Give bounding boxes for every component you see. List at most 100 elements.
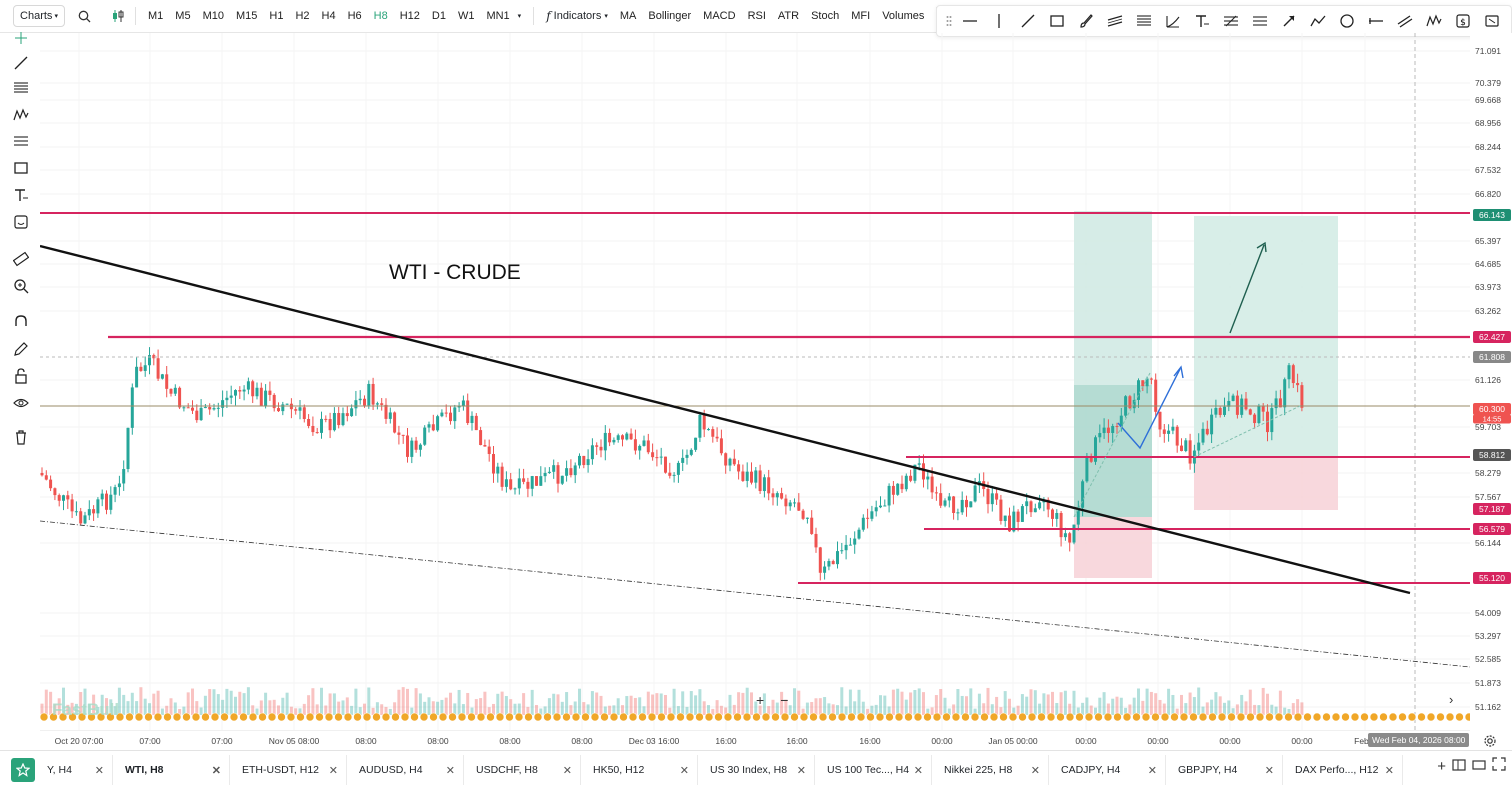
fib-fan-icon[interactable] <box>1158 7 1187 35</box>
measure-icon[interactable] <box>1477 7 1506 35</box>
symbol-tab[interactable]: WTI, H8 ✕ <box>113 755 230 785</box>
layout-split-icon[interactable] <box>1452 758 1466 776</box>
close-icon[interactable]: ✕ <box>445 765 455 777</box>
symbol-tab[interactable]: AUDUSD, H4 ✕ <box>347 755 464 785</box>
pencil-lock-icon[interactable] <box>12 340 30 358</box>
symbol-tab[interactable]: CADJPY, H4 ✕ <box>1049 755 1166 785</box>
indicator-rsi[interactable]: RSI <box>747 10 766 22</box>
rectangle-icon[interactable] <box>12 159 30 177</box>
magnet-icon[interactable] <box>12 313 30 331</box>
candle-type-icon[interactable] <box>107 5 129 27</box>
symbol-tab[interactable]: DAX Perfo..., H12 ✕ <box>1283 755 1403 785</box>
symbol-tab[interactable]: GBPJPY, H4 ✕ <box>1166 755 1283 785</box>
channel-icon[interactable] <box>1100 7 1129 35</box>
timeframe-m15[interactable]: M15 <box>235 10 258 22</box>
pitchfork-icon[interactable] <box>1216 7 1245 35</box>
symbol-tab[interactable]: Y, H4 ✕ <box>35 755 113 785</box>
parallel-lines-icon[interactable] <box>1390 7 1419 35</box>
settings-gear-icon[interactable] <box>1483 734 1497 748</box>
text-tool-icon[interactable] <box>1187 7 1216 35</box>
symbol-tab[interactable]: US 100 Tec..., H4 ✕ <box>815 755 932 785</box>
window-icon[interactable] <box>1472 758 1486 776</box>
timeframe-h6[interactable]: H6 <box>347 10 362 22</box>
close-icon[interactable]: ✕ <box>796 765 806 777</box>
zoom-in-icon[interactable] <box>12 277 30 295</box>
close-icon[interactable]: ✕ <box>328 765 338 777</box>
close-icon[interactable]: ✕ <box>679 765 689 777</box>
ruler-icon[interactable] <box>12 250 30 268</box>
indicator-mfi[interactable]: MFI <box>851 10 871 22</box>
add-tab-icon[interactable]: + <box>1437 758 1446 775</box>
indicator-macd[interactable]: MACD <box>703 10 736 22</box>
candle-body <box>986 489 990 505</box>
lock-icon[interactable] <box>12 367 30 385</box>
fib-retracement-icon[interactable] <box>1129 7 1158 35</box>
close-icon[interactable]: ✕ <box>913 765 923 777</box>
timeframe-h8[interactable]: H8 <box>373 10 388 22</box>
horizontal-line-icon[interactable] <box>955 7 984 35</box>
indicators-button[interactable]: f Indicators ▾ <box>540 9 614 23</box>
symbol-tab[interactable]: HK50, H12 ✕ <box>581 755 698 785</box>
close-icon[interactable]: ✕ <box>562 765 572 777</box>
price-chart[interactable] <box>40 33 1470 730</box>
charts-dropdown[interactable]: Charts ▾ <box>13 5 65 27</box>
arrow-icon[interactable] <box>1274 7 1303 35</box>
fullscreen-icon[interactable] <box>1492 757 1506 776</box>
timeframe-m1[interactable]: M1 <box>148 10 164 22</box>
timeframe-h1[interactable]: H1 <box>269 10 284 22</box>
symbol-tab[interactable]: US 30 Index, H8 ✕ <box>698 755 815 785</box>
ray-icon[interactable] <box>1361 7 1390 35</box>
trash-icon[interactable] <box>12 428 30 446</box>
indicator-bollinger[interactable]: Bollinger <box>648 10 692 22</box>
timeframe-h12[interactable]: H12 <box>399 10 420 22</box>
favorites-star-icon[interactable] <box>11 758 35 782</box>
fib-retracement-icon[interactable] <box>12 79 30 97</box>
polyline-icon[interactable] <box>1303 7 1332 35</box>
zoom-in-button[interactable]: + <box>756 692 765 708</box>
zoom-out-button[interactable]: − <box>780 692 789 708</box>
chart-annotation-text[interactable]: WTI - CRUDE <box>389 261 521 284</box>
symbol-tab[interactable]: ETH-USDT, H12 ✕ <box>230 755 347 785</box>
timeframe-d1[interactable]: D1 <box>431 10 446 22</box>
gann-icon[interactable] <box>1245 7 1274 35</box>
vertical-line-icon[interactable] <box>984 7 1013 35</box>
trend-line-icon[interactable] <box>12 54 30 72</box>
timeframe-h4[interactable]: H4 <box>321 10 336 22</box>
close-icon[interactable]: ✕ <box>94 765 104 777</box>
indicator-volumes[interactable]: Volumes <box>882 10 925 22</box>
rectangle-icon[interactable] <box>1042 7 1071 35</box>
price-label-icon[interactable]: $ <box>1448 7 1477 35</box>
text-tool-icon[interactable] <box>12 186 30 204</box>
chevron-down-icon[interactable]: ▾ <box>517 13 522 20</box>
indicator-ma[interactable]: MA <box>619 10 637 22</box>
timeframe-w1[interactable]: W1 <box>457 10 475 22</box>
wave-pattern-icon[interactable] <box>12 106 30 124</box>
chart-canvas[interactable] <box>40 33 1470 730</box>
timeframe-m5[interactable]: M5 <box>175 10 191 22</box>
timeframe-h2[interactable]: H2 <box>295 10 310 22</box>
symbol-tab[interactable]: USDCHF, H8 ✕ <box>464 755 581 785</box>
indicator-atr[interactable]: ATR <box>777 10 800 22</box>
search-icon[interactable] <box>73 5 95 27</box>
price-axis[interactable]: 71.091 70.379 69.668 68.956 68.244 67.532 66.8… <box>1470 33 1512 730</box>
scroll-right-icon[interactable]: › <box>1449 692 1454 707</box>
close-icon[interactable]: ✕ <box>1030 765 1040 777</box>
drag-handle-icon[interactable] <box>943 7 955 35</box>
indicator-stoch[interactable]: Stoch <box>811 10 840 22</box>
trend-line-icon[interactable] <box>1013 7 1042 35</box>
timeframe-m10[interactable]: M10 <box>202 10 224 22</box>
close-icon[interactable]: ✕ <box>1147 765 1157 777</box>
symbol-tab[interactable]: Nikkei 225, H8 ✕ <box>932 755 1049 785</box>
timeframe-mn1[interactable]: MN1 <box>486 10 510 22</box>
eye-icon[interactable] <box>12 394 30 412</box>
emoji-icon[interactable] <box>12 213 30 231</box>
crosshair-icon[interactable] <box>12 29 30 47</box>
close-icon[interactable]: ✕ <box>1384 765 1394 777</box>
wave-pattern-icon[interactable] <box>1419 7 1448 35</box>
circle-icon[interactable] <box>1332 7 1361 35</box>
close-icon[interactable]: ✕ <box>1264 765 1274 777</box>
time-axis[interactable]: Oct 20 07:00 07:00 07:00 Nov 05 08:00 08:00 0… <box>40 730 1470 750</box>
close-icon[interactable]: ✕ <box>211 765 221 777</box>
pitchfork-icon[interactable] <box>12 132 30 150</box>
brush-icon[interactable] <box>1071 7 1100 35</box>
